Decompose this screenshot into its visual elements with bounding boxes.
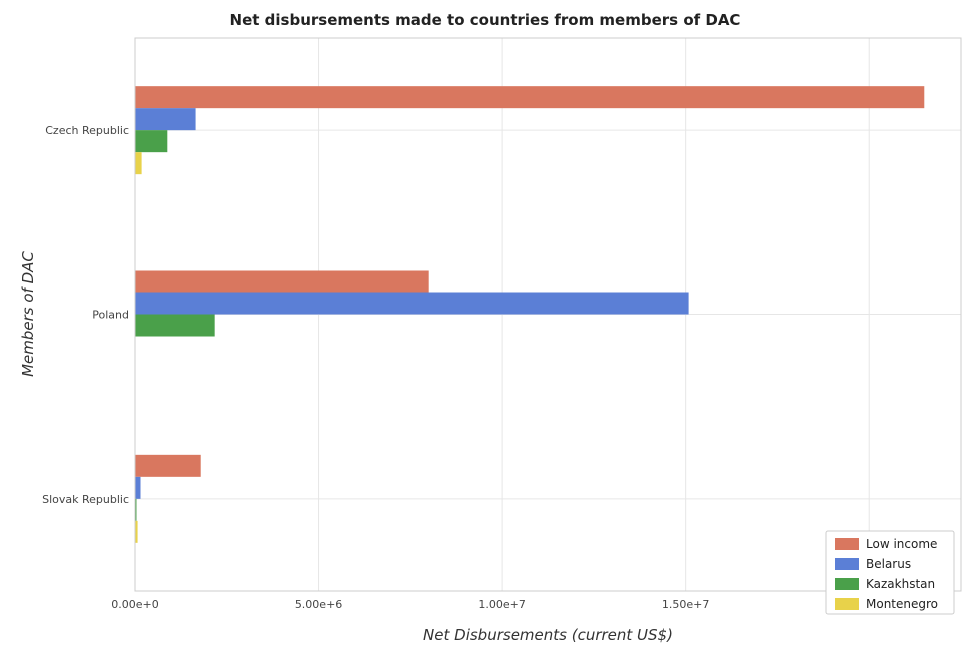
bar-montenegro — [135, 152, 142, 175]
bars — [135, 86, 925, 543]
x-tick-label: 0.00e+0 — [111, 598, 158, 611]
x-tick-label: 1.00e+7 — [478, 598, 525, 611]
bar-montenegro — [135, 520, 138, 543]
y-axis-label: Members of DAC — [19, 251, 37, 377]
legend-label: Montenegro — [866, 597, 938, 611]
x-tick-label: 1.50e+7 — [662, 598, 709, 611]
legend-swatch — [835, 558, 859, 570]
bar-kazakhstan — [135, 130, 168, 153]
legend-label: Belarus — [866, 557, 911, 571]
legend-label: Low income — [866, 537, 937, 551]
plot-frame — [134, 37, 962, 592]
chart-title: Net disbursements made to countries from… — [230, 11, 741, 29]
legend-label: Kazakhstan — [866, 577, 935, 591]
bar-kazakhstan — [135, 314, 215, 337]
legend-swatch — [835, 538, 859, 550]
bar-low-income — [135, 454, 201, 477]
y-tick-label: Slovak Republic — [42, 493, 129, 506]
bar-belarus — [135, 476, 141, 499]
bar-low-income — [135, 86, 925, 109]
y-ticks: Czech Republic Poland Slovak Republic — [42, 124, 129, 506]
y-tick-label: Poland — [92, 309, 129, 322]
legend-swatch — [835, 578, 859, 590]
x-ticks: 0.00e+05.00e+61.00e+71.50e+72.00e+7 — [111, 598, 893, 611]
legend: Low income Belarus Kazakhstan Montenegro — [825, 530, 955, 615]
legend-swatch — [835, 598, 859, 610]
bar-kazakhstan — [135, 498, 137, 521]
bar-belarus — [135, 292, 689, 315]
x-axis-label: Net Disbursements (current US$) — [423, 626, 673, 644]
bar-belarus — [135, 108, 196, 131]
x-tick-label: 5.00e+6 — [295, 598, 342, 611]
y-tick-label: Czech Republic — [45, 124, 129, 137]
legend-box — [825, 530, 955, 615]
bar-low-income — [135, 270, 429, 293]
